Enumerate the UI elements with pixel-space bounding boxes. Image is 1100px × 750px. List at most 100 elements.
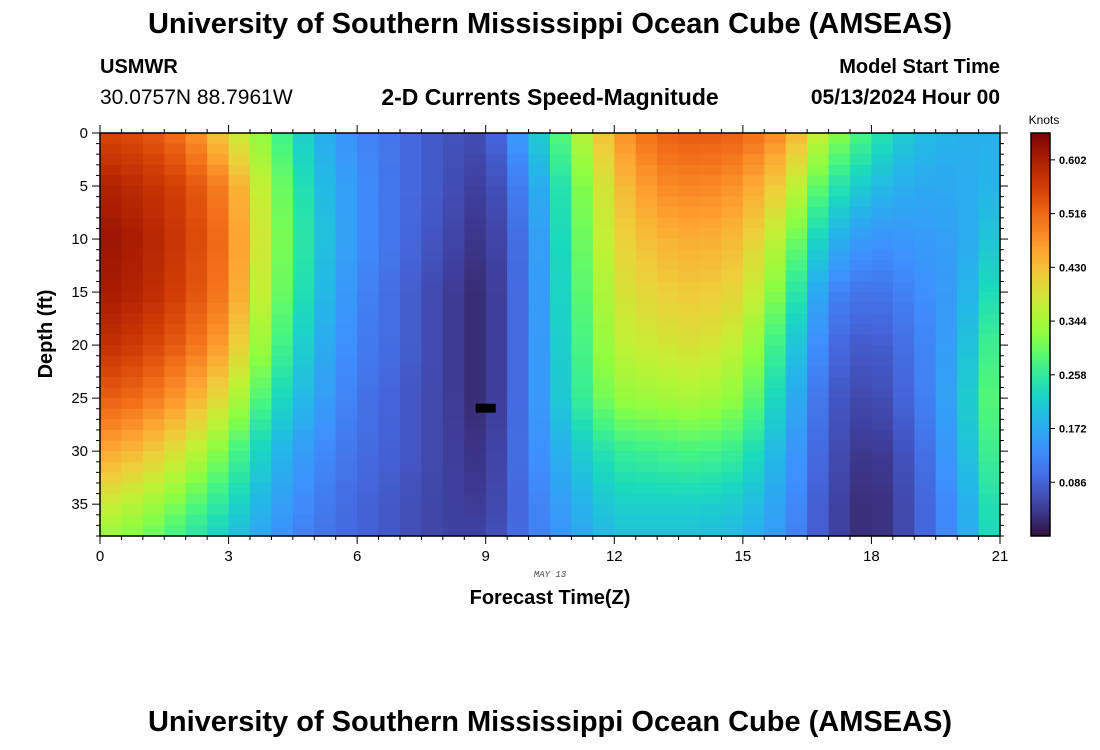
heatmap-cell [507, 239, 530, 251]
heatmap-cell [378, 281, 401, 293]
heatmap-cell [421, 514, 444, 526]
heatmap-cell [935, 143, 958, 155]
heatmap-cell [592, 260, 615, 272]
heatmap-cell [571, 482, 594, 495]
heatmap-cell [700, 493, 723, 505]
heatmap-cell [871, 281, 894, 293]
heatmap-cell [742, 504, 765, 516]
heatmap-cell [850, 228, 873, 240]
heatmap-cell [700, 398, 723, 410]
heatmap-cell [978, 260, 1001, 272]
heatmap-cell [485, 472, 508, 484]
heatmap-cell [335, 207, 358, 219]
heatmap-cell [207, 323, 230, 336]
heatmap-cell [314, 387, 337, 399]
heatmap-cell [657, 345, 680, 357]
heatmap-cell [250, 281, 273, 293]
heatmap-cell [207, 355, 230, 367]
heatmap-cell [271, 461, 294, 473]
heatmap-cell [914, 175, 937, 187]
heatmap-cell [764, 217, 787, 230]
heatmap-cell [871, 249, 894, 261]
heatmap-cell [507, 504, 530, 516]
heatmap-cell [635, 281, 658, 293]
heatmap-cell [421, 323, 444, 336]
heatmap-cell [571, 451, 594, 463]
heatmap-cell [785, 302, 808, 314]
heatmap-cell [914, 133, 937, 145]
heatmap-cell [914, 164, 937, 177]
heatmap-cell [657, 313, 680, 325]
heatmap-cell [850, 461, 873, 473]
heatmap-cell [464, 504, 487, 516]
colorbar-tick-label: 0.344 [1059, 316, 1087, 328]
heatmap-cell [185, 186, 208, 198]
heatmap-cell [378, 270, 401, 283]
heatmap-cell [914, 525, 937, 537]
heatmap-cell [850, 260, 873, 272]
heatmap-cell [678, 525, 701, 537]
heatmap-cell [464, 366, 487, 378]
heatmap-cell [421, 228, 444, 240]
heatmap-cell [507, 493, 530, 505]
heatmap-cell [892, 260, 915, 272]
heatmap-cell [528, 461, 551, 473]
heatmap-cell [185, 164, 208, 177]
heatmap-cell [314, 270, 337, 283]
heatmap-cell [635, 419, 658, 431]
heatmap-cell [314, 186, 337, 198]
heatmap-cell [571, 249, 594, 261]
heatmap-cell [207, 504, 230, 516]
heatmap-cell [871, 323, 894, 336]
heatmap-cell [764, 186, 787, 198]
heatmap-cell [378, 207, 401, 219]
heatmap-cell [978, 292, 1001, 304]
heatmap-cell [592, 514, 615, 526]
heatmap-cell [871, 472, 894, 484]
heatmap-cell [978, 525, 1001, 537]
heatmap-cell [742, 419, 765, 431]
heatmap-cell [764, 313, 787, 325]
heatmap-cell [335, 472, 358, 484]
heatmap-cell [850, 302, 873, 314]
heatmap-cell [250, 429, 273, 442]
heatmap-cell [742, 196, 765, 208]
heatmap-cell [957, 313, 980, 325]
heatmap-cell [464, 260, 487, 272]
heatmap-cell [464, 313, 487, 325]
heatmap-cell [935, 186, 958, 198]
heatmap-cell [292, 440, 315, 452]
heatmap-cell [892, 323, 915, 336]
heatmap-cell [507, 313, 530, 325]
heatmap-cell [785, 345, 808, 357]
heatmap-cell [871, 207, 894, 219]
heatmap-cell [271, 133, 294, 145]
heatmap-cell [828, 281, 851, 293]
heatmap-cell [571, 175, 594, 187]
heatmap-cell [464, 345, 487, 357]
heatmap-cell [892, 345, 915, 357]
heatmap-cell [185, 525, 208, 537]
heatmap-cell [507, 143, 530, 155]
heatmap-cell [121, 313, 144, 325]
heatmap-cell [207, 281, 230, 293]
heatmap-cell [357, 355, 380, 367]
heatmap-cell [978, 451, 1001, 463]
heatmap-cell [828, 482, 851, 495]
heatmap-cell [335, 249, 358, 261]
heatmap-cell [871, 345, 894, 357]
heatmap-cell [742, 281, 765, 293]
heatmap-cell [442, 429, 465, 442]
heatmap-cell [914, 292, 937, 304]
heatmap-cell [807, 154, 830, 166]
heatmap-cell [228, 260, 251, 272]
heatmap-cell [335, 175, 358, 187]
heatmap-cell [657, 196, 680, 208]
heatmap-cell [721, 493, 744, 505]
heatmap-cell [185, 461, 208, 473]
heatmap-cell [957, 493, 980, 505]
heatmap-cell [828, 196, 851, 208]
heatmap-cell [185, 419, 208, 431]
heatmap-cell [614, 207, 637, 219]
heatmap-cell [614, 366, 637, 378]
